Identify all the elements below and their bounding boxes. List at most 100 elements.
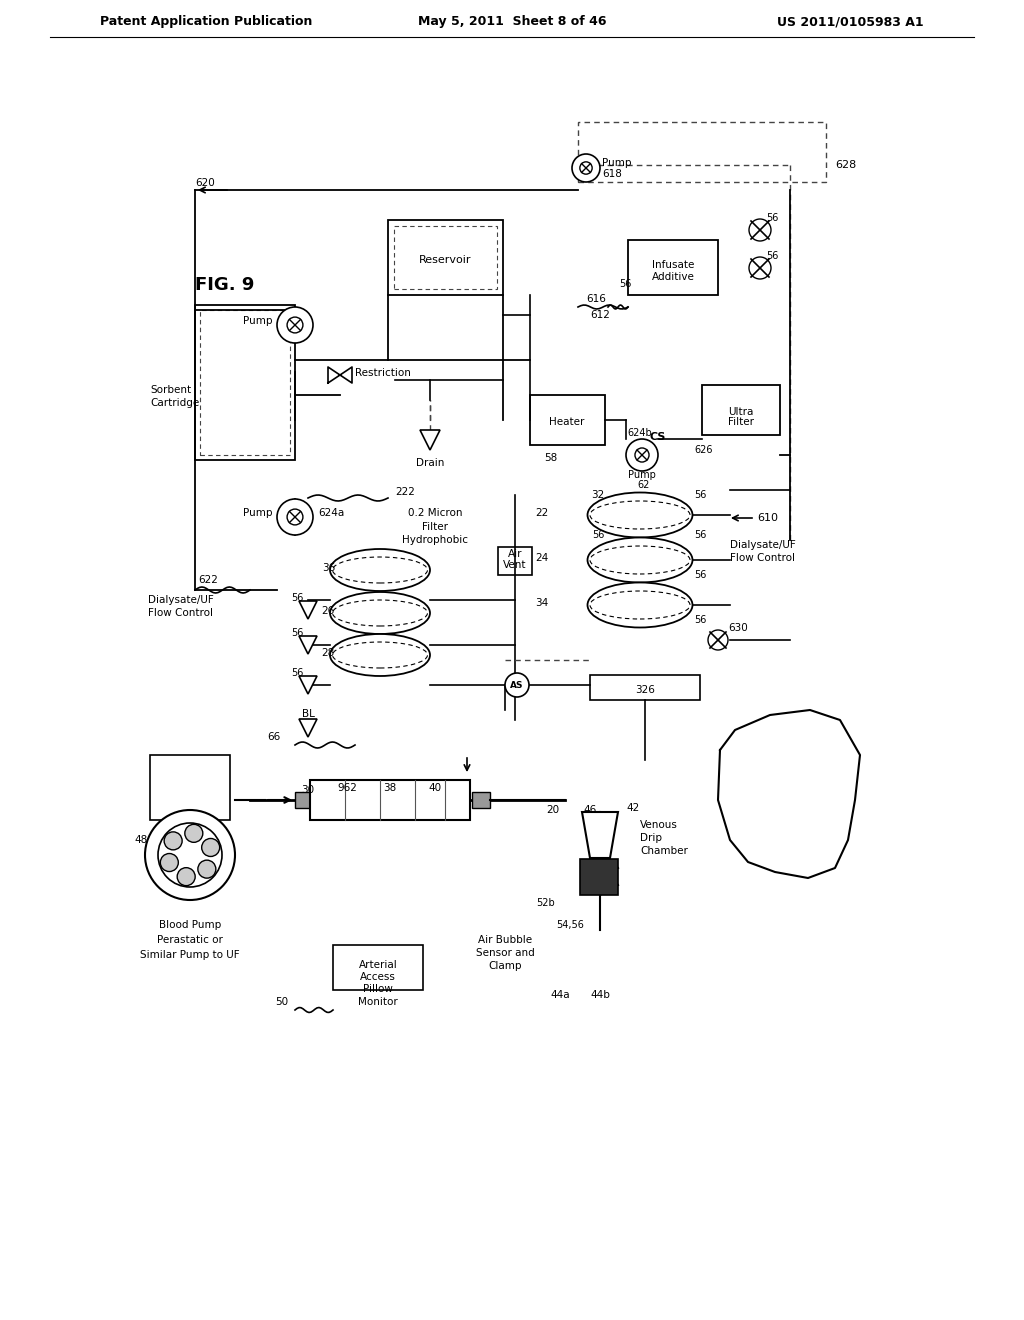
Text: Blood Pump: Blood Pump <box>159 920 221 931</box>
Text: 24: 24 <box>535 553 548 564</box>
Text: 50: 50 <box>274 997 288 1007</box>
Ellipse shape <box>588 582 692 627</box>
Text: 20: 20 <box>547 805 559 814</box>
Polygon shape <box>299 719 317 737</box>
Text: 38: 38 <box>383 783 396 793</box>
Text: AS: AS <box>510 681 523 689</box>
Text: Chamber: Chamber <box>640 846 688 855</box>
Circle shape <box>177 867 196 886</box>
Text: Perastatic or: Perastatic or <box>157 935 223 945</box>
Bar <box>333 945 423 990</box>
Text: 56: 56 <box>694 615 707 624</box>
Ellipse shape <box>588 537 692 582</box>
Text: 28: 28 <box>322 648 335 657</box>
Bar <box>472 792 490 808</box>
Text: Cartridge: Cartridge <box>150 399 200 408</box>
Bar <box>195 305 295 459</box>
Text: FIG. 9: FIG. 9 <box>195 276 254 294</box>
Text: Similar Pump to UF: Similar Pump to UF <box>140 950 240 960</box>
Text: Air Bubble: Air Bubble <box>478 935 532 945</box>
Bar <box>388 220 503 294</box>
Circle shape <box>198 861 216 878</box>
Text: 624b: 624b <box>628 428 652 438</box>
Text: Heater: Heater <box>549 417 585 426</box>
Circle shape <box>626 440 658 471</box>
Text: 40: 40 <box>428 783 441 793</box>
Circle shape <box>184 824 203 842</box>
Circle shape <box>158 822 222 887</box>
Bar <box>590 675 700 700</box>
Text: 66: 66 <box>266 733 280 742</box>
Text: 30: 30 <box>301 785 314 795</box>
Text: Additive: Additive <box>651 272 694 282</box>
Ellipse shape <box>330 634 430 676</box>
Text: 628: 628 <box>835 160 856 170</box>
Bar <box>150 755 230 820</box>
Text: Sorbent: Sorbent <box>150 385 191 395</box>
Text: 962: 962 <box>337 783 357 793</box>
Text: 56: 56 <box>694 490 707 500</box>
Text: Hydrophobic: Hydrophobic <box>402 535 468 545</box>
Bar <box>578 121 826 182</box>
Text: 56: 56 <box>291 668 303 678</box>
Circle shape <box>202 838 220 857</box>
Bar <box>427 792 445 808</box>
Text: 36: 36 <box>322 564 335 573</box>
Text: 56: 56 <box>291 593 303 603</box>
Circle shape <box>278 308 313 343</box>
Text: 618: 618 <box>602 169 622 180</box>
Text: 56: 56 <box>766 213 778 223</box>
Text: Reservoir: Reservoir <box>419 255 471 265</box>
Bar <box>394 226 497 289</box>
Text: 612: 612 <box>590 310 610 319</box>
Text: Flow Control: Flow Control <box>730 553 795 564</box>
Text: BL: BL <box>301 709 314 719</box>
Text: 0.2 Micron: 0.2 Micron <box>408 508 462 517</box>
Text: Pump: Pump <box>628 470 656 480</box>
Text: Arterial: Arterial <box>358 960 397 970</box>
Ellipse shape <box>330 549 430 591</box>
Text: 56: 56 <box>694 570 707 579</box>
Text: Monitor: Monitor <box>358 997 398 1007</box>
Text: 58: 58 <box>545 453 558 463</box>
Text: 56: 56 <box>592 531 604 540</box>
Bar <box>200 310 290 455</box>
Circle shape <box>505 673 529 697</box>
Polygon shape <box>420 430 440 450</box>
Bar <box>310 780 470 820</box>
Text: Venous: Venous <box>640 820 678 830</box>
Bar <box>628 240 718 294</box>
Text: 610: 610 <box>757 513 778 523</box>
Text: Clamp: Clamp <box>488 961 522 972</box>
Text: Dialysate/UF: Dialysate/UF <box>148 595 214 605</box>
Text: 620: 620 <box>195 178 215 187</box>
Text: 626: 626 <box>694 445 714 455</box>
Text: 26: 26 <box>322 606 335 616</box>
Circle shape <box>287 317 303 333</box>
Circle shape <box>635 447 649 462</box>
Text: Drain: Drain <box>416 458 444 469</box>
Circle shape <box>164 832 182 850</box>
Bar <box>383 792 401 808</box>
Text: 56: 56 <box>766 251 778 261</box>
Text: 46: 46 <box>584 805 597 814</box>
Text: 56: 56 <box>694 531 707 540</box>
Text: 616: 616 <box>586 294 606 304</box>
Polygon shape <box>299 601 317 619</box>
Text: Restriction: Restriction <box>355 368 411 378</box>
Text: 42: 42 <box>627 803 640 813</box>
Text: 630: 630 <box>728 623 748 634</box>
Text: Pump: Pump <box>602 158 632 168</box>
Circle shape <box>749 257 771 279</box>
Text: 32: 32 <box>592 490 604 500</box>
Text: Ultra: Ultra <box>728 407 754 417</box>
Circle shape <box>708 630 728 649</box>
Text: CS: CS <box>650 432 667 442</box>
Polygon shape <box>299 676 317 694</box>
Text: Drip: Drip <box>640 833 662 843</box>
Ellipse shape <box>330 591 430 634</box>
Text: 44b: 44b <box>590 990 610 1001</box>
Text: 222: 222 <box>395 487 415 498</box>
Bar <box>580 859 618 895</box>
Text: Pump: Pump <box>243 508 272 517</box>
